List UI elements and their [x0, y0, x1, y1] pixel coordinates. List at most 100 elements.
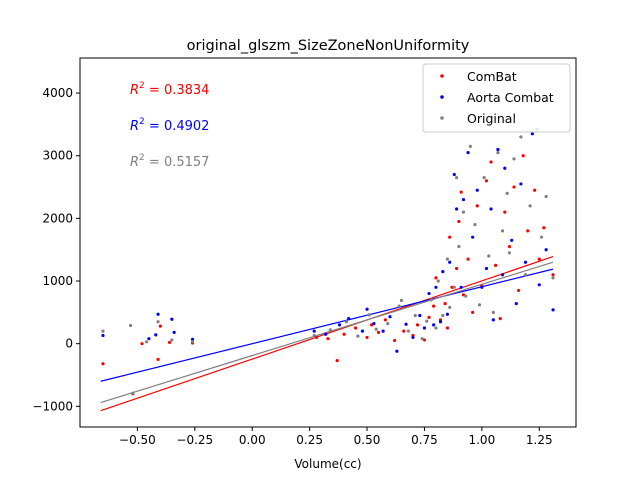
point-aorta-combat — [365, 307, 369, 311]
point-original — [482, 176, 486, 180]
point-original — [356, 334, 360, 338]
point-combat — [537, 257, 541, 261]
point-aorta-combat — [503, 166, 507, 170]
point-original — [528, 204, 532, 208]
y-tick-label: 3000 — [42, 149, 73, 163]
point-original — [468, 144, 472, 148]
x-tick-label: 0.00 — [239, 433, 266, 447]
point-original — [420, 337, 424, 341]
data-points — [101, 127, 555, 396]
point-combat — [533, 188, 537, 192]
point-original — [487, 254, 491, 258]
y-tick-label: 2000 — [42, 211, 73, 225]
legend-marker — [440, 74, 444, 78]
point-aorta-combat — [381, 329, 385, 333]
point-combat — [314, 335, 319, 340]
point-aorta-combat — [418, 313, 422, 318]
fit-line-original — [100, 261, 554, 404]
point-combat — [512, 185, 516, 189]
point-original — [425, 319, 429, 323]
point-combat — [503, 210, 507, 214]
point-original — [434, 326, 438, 330]
point-combat — [167, 340, 172, 345]
point-combat — [434, 276, 438, 280]
point-original — [441, 313, 445, 318]
point-aorta-combat — [514, 301, 518, 306]
point-original — [144, 340, 149, 344]
r-squared-annotations: R2 = 0.3834 R2 = 0.4902 R2 = 0.5157 — [130, 81, 209, 170]
point-original — [512, 157, 516, 161]
point-original — [523, 273, 528, 277]
point-aorta-combat — [312, 329, 316, 333]
point-original — [328, 328, 332, 332]
point-original — [367, 313, 371, 317]
point-aorta-combat — [454, 207, 459, 211]
x-axis-ticks: −0.50 −0.25 0.00 0.25 0.50 0.75 1.00 1.25 — [119, 427, 553, 447]
point-original — [374, 327, 378, 331]
point-aorta-combat — [489, 207, 493, 211]
point-aorta-combat — [519, 182, 523, 186]
point-aorta-combat — [445, 312, 450, 316]
point-aorta-combat — [530, 132, 534, 136]
point-aorta-combat — [337, 323, 342, 327]
point-aorta-combat — [347, 317, 351, 321]
point-aorta-combat — [448, 260, 452, 264]
point-aorta-combat — [551, 308, 555, 312]
point-combat — [335, 358, 339, 363]
point-combat — [471, 310, 475, 314]
x-tick-label: 0.50 — [354, 433, 381, 447]
point-original — [101, 329, 105, 333]
point-original — [551, 276, 555, 280]
point-combat — [475, 204, 479, 208]
point-original — [500, 229, 505, 233]
x-tick-label: 1.25 — [526, 433, 553, 447]
point-original — [429, 298, 433, 302]
point-original — [128, 323, 133, 328]
point-aorta-combat — [101, 333, 105, 338]
point-aorta-combat — [466, 150, 470, 155]
point-aorta-combat — [427, 291, 431, 296]
point-aorta-combat — [500, 273, 505, 277]
point-combat — [376, 330, 381, 335]
point-combat — [494, 263, 498, 267]
point-aorta-combat — [388, 315, 392, 319]
point-aorta-combat — [372, 322, 376, 326]
point-aorta-combat — [441, 270, 445, 274]
point-original — [464, 294, 468, 298]
point-aorta-combat — [491, 318, 495, 322]
point-combat — [448, 235, 452, 239]
y-tick-label: −1000 — [32, 399, 73, 413]
legend-label: ComBat — [467, 69, 517, 84]
r-squared-label: R2 = 0.4902 — [130, 117, 209, 134]
point-aorta-combat — [147, 337, 151, 341]
x-tick-label: −0.25 — [176, 433, 213, 447]
point-combat — [101, 362, 105, 366]
r-squared-label: R2 = 0.3834 — [130, 81, 209, 98]
point-original — [445, 257, 450, 261]
point-original — [131, 391, 135, 395]
x-axis-label: Volume(cc) — [294, 457, 361, 471]
point-original — [519, 135, 523, 139]
legend: ComBat Aorta Combat Original — [422, 63, 571, 133]
point-combat — [353, 326, 358, 330]
point-combat — [427, 315, 431, 319]
point-aorta-combat — [475, 188, 479, 192]
point-combat — [551, 273, 555, 277]
point-aorta-combat — [422, 326, 427, 330]
point-aorta-combat — [452, 172, 456, 177]
y-tick-label: 4000 — [42, 86, 73, 100]
point-combat — [140, 342, 144, 346]
point-aorta-combat — [510, 238, 514, 242]
point-original — [505, 191, 509, 195]
point-aorta-combat — [154, 333, 158, 337]
point-original — [454, 176, 459, 180]
point-original — [312, 333, 316, 338]
fit-line-aorta-combat — [100, 268, 554, 382]
point-aorta-combat — [461, 197, 466, 202]
point-combat — [432, 304, 436, 308]
point-aorta-combat — [438, 320, 443, 324]
point-original — [461, 210, 466, 214]
point-aorta-combat — [434, 285, 438, 289]
point-original — [457, 244, 461, 249]
